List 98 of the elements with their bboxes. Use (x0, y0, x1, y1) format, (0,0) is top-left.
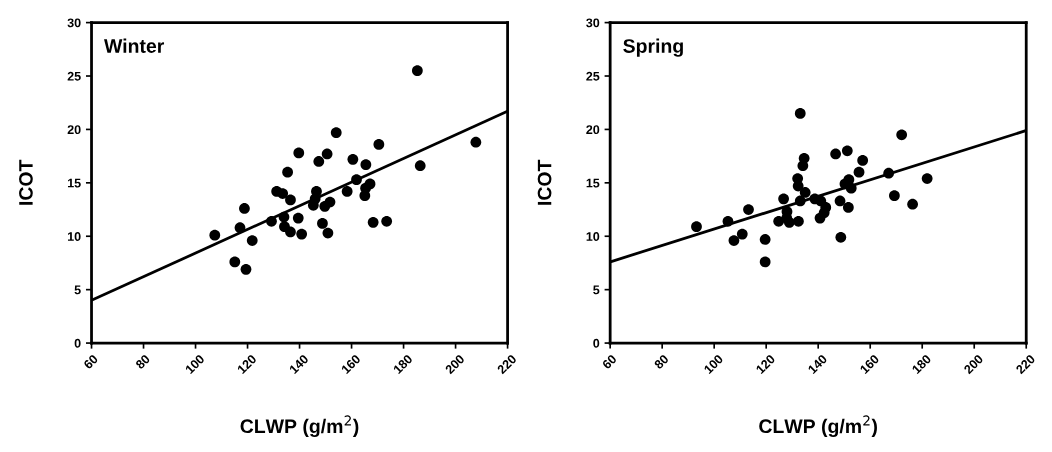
point (229, 256, 241, 268)
point (209, 229, 221, 241)
point (794, 108, 806, 119)
point (313, 156, 325, 167)
x-tick-label: 120 (236, 354, 257, 375)
point (367, 216, 379, 228)
point (285, 226, 296, 238)
y-tick-label: 30 (67, 18, 81, 28)
y-tick-label: 25 (586, 71, 600, 81)
point (234, 222, 246, 234)
point (883, 167, 895, 179)
point (321, 148, 333, 160)
y-tick-label: 0 (593, 338, 600, 348)
y-tick-label: 25 (67, 71, 81, 81)
point (351, 174, 362, 186)
x-tick-label: 220 (1015, 354, 1036, 375)
x-tick-label: 200 (444, 354, 465, 375)
x-tick-label: 220 (496, 354, 517, 375)
point (282, 166, 293, 178)
point (793, 215, 804, 227)
y-tick-label: 20 (67, 125, 81, 135)
x-tick-label: 60 (83, 354, 99, 370)
y-tick-label: 5 (593, 285, 600, 295)
x-tick-label: 80 (135, 354, 151, 370)
point (240, 263, 252, 275)
point (830, 148, 841, 160)
point (691, 221, 702, 233)
point (246, 235, 258, 246)
x-axis-title: CLWP (g/m$^{2}$) (759, 415, 877, 438)
point (360, 159, 372, 171)
point (773, 215, 785, 227)
point (266, 215, 277, 227)
point (896, 129, 908, 141)
point (759, 256, 771, 268)
y-axis-title: ICOT (537, 159, 552, 205)
x-tick-label: 180 (392, 354, 413, 375)
point (857, 155, 869, 166)
x-tick-label: 140 (288, 354, 309, 375)
point (414, 160, 426, 172)
x-tick-label: 80 (653, 354, 670, 370)
y-tick-label: 30 (586, 18, 600, 28)
point (347, 153, 359, 165)
point (842, 202, 854, 213)
y-tick-label: 15 (586, 178, 600, 188)
point (239, 203, 250, 214)
point (341, 186, 353, 197)
point (292, 212, 304, 224)
point (296, 228, 308, 240)
point (835, 231, 847, 243)
point (845, 182, 857, 194)
x-tick-label: 200 (963, 354, 984, 375)
point (834, 195, 846, 207)
x-tick-label: 100 (703, 354, 724, 375)
x-tick-label: 180 (911, 354, 932, 375)
x-tick-label: 140 (807, 354, 828, 375)
point (381, 215, 393, 227)
point (322, 227, 334, 239)
point (759, 234, 771, 245)
point (411, 65, 423, 77)
x-tick-label: 160 (340, 354, 361, 375)
y-axis-title: ICOT (19, 159, 33, 205)
x-axis-title: CLWP (g/m$^{2}$) (240, 415, 359, 438)
y-tick-label: 0 (74, 338, 81, 348)
x-tick-label: 120 (755, 354, 776, 375)
point (797, 160, 809, 172)
point (794, 195, 806, 207)
point (324, 196, 336, 208)
y-tick-label: 5 (74, 285, 81, 295)
point (330, 127, 342, 139)
point (373, 139, 385, 150)
point (799, 187, 811, 198)
point (841, 145, 853, 157)
text: Winter (104, 38, 165, 53)
point (889, 190, 900, 202)
point (921, 173, 933, 184)
point (317, 218, 328, 229)
x-tick-label: 100 (184, 354, 205, 375)
point (853, 166, 865, 178)
y-tick-label: 10 (67, 232, 81, 241)
point (293, 147, 305, 159)
point (277, 188, 289, 199)
point (728, 235, 740, 246)
text: Spring (623, 38, 683, 57)
point (778, 193, 789, 205)
y-tick-label: 20 (586, 125, 600, 135)
point (736, 228, 748, 240)
point (470, 136, 482, 148)
point (359, 190, 371, 202)
point (743, 204, 754, 215)
x-tick-label: 160 (859, 354, 880, 375)
y-tick-label: 15 (67, 178, 81, 188)
point (722, 215, 734, 227)
point (907, 198, 918, 210)
point (285, 194, 296, 206)
y-tick-label: 10 (586, 232, 600, 241)
point (814, 212, 826, 224)
point (278, 211, 290, 223)
x-tick-label: 60 (601, 354, 618, 370)
